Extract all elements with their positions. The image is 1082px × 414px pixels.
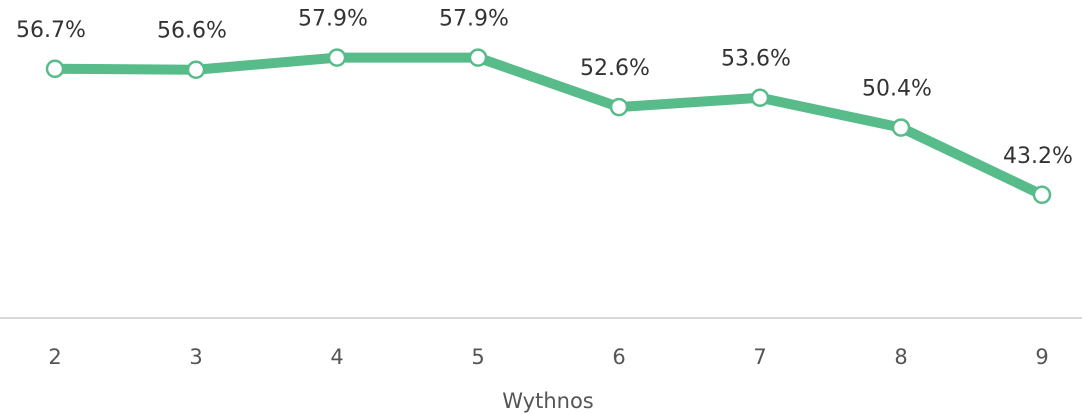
data-point xyxy=(750,88,770,107)
x-tick-label: 4 xyxy=(330,345,343,369)
x-tick-label: 2 xyxy=(48,345,61,369)
data-point xyxy=(186,60,206,79)
data-line xyxy=(50,52,1047,200)
x-tick-label: 5 xyxy=(471,345,484,369)
x-tick-label: 3 xyxy=(189,345,202,369)
data-point xyxy=(609,97,629,117)
data-point xyxy=(891,118,911,137)
x-tick-label: 8 xyxy=(894,345,907,369)
data-point xyxy=(45,59,65,79)
x-axis-title: Wythnos xyxy=(502,389,593,413)
data-label: 53.6% xyxy=(721,47,791,72)
data-label: 50.4% xyxy=(862,77,932,102)
x-tick-label: 7 xyxy=(753,345,766,369)
data-label: 57.9% xyxy=(298,7,368,32)
data-label: 56.6% xyxy=(157,19,227,44)
x-tick-label: 6 xyxy=(612,345,625,369)
data-point xyxy=(468,48,488,67)
x-tick-label: 9 xyxy=(1035,345,1048,369)
data-label: 43.2% xyxy=(1003,144,1073,169)
data-point xyxy=(327,48,347,67)
data-point xyxy=(1032,185,1052,205)
data-label: 57.9% xyxy=(439,7,509,32)
data-label: 56.7% xyxy=(16,18,86,43)
data-label: 52.6% xyxy=(580,56,650,81)
